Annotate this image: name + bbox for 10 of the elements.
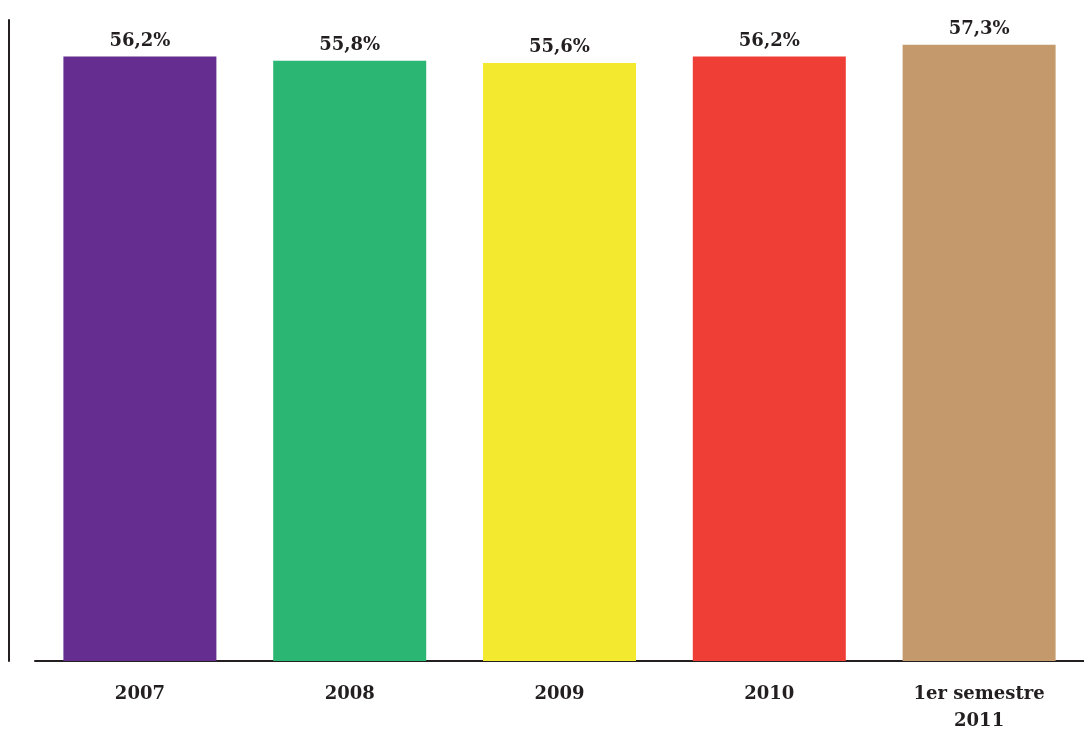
x-tick-label: 2007 [114, 682, 165, 703]
data-label: 56,2% [738, 28, 800, 50]
x-tick-label: 2010 [744, 682, 795, 703]
data-label: 55,6% [529, 35, 590, 57]
data-label: 56,2% [109, 28, 171, 50]
x-tick-label: 1er semestre 2011 [913, 682, 1045, 730]
data-label: 57,3% [948, 17, 1010, 39]
data-label: 55,8% [319, 33, 381, 55]
x-tick-label: 2008 [324, 682, 375, 703]
x-tick-label: 2009 [534, 682, 585, 703]
